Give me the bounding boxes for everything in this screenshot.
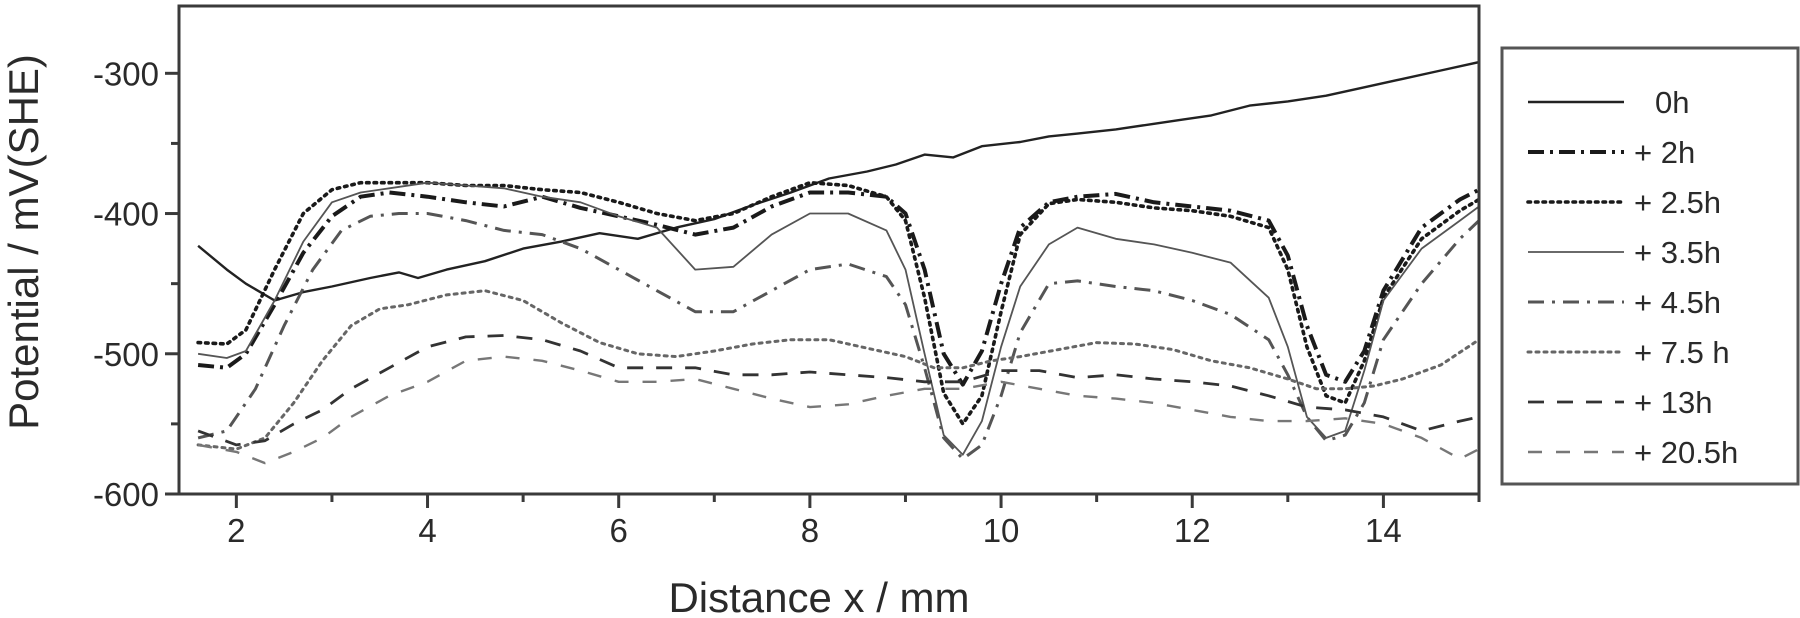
series-line-3 (197, 181, 1479, 456)
legend: 0h + 2h + 2.5h + 3.5h + 4.5h + 7.5 h + 13h + 20… (1500, 46, 1800, 486)
series-line-7 (197, 355, 1479, 465)
y-tick-label: -300 (93, 55, 159, 92)
y-tick-label: -600 (93, 476, 159, 513)
legend-label: + 20.5h (1634, 435, 1738, 470)
legend-label: + 7.5 h (1634, 335, 1730, 370)
legend-item: + 4.5h (1528, 285, 1721, 320)
legend-items: 0h + 2h + 2.5h + 3.5h + 4.5h + 7.5 h + 13h + 20… (1526, 85, 1738, 470)
x-tick-label: 8 (801, 512, 819, 549)
legend-item: + 7.5 h (1526, 335, 1730, 370)
series-line-1 (197, 187, 1479, 387)
plot-series (196, 60, 1479, 465)
series-line-0 (197, 60, 1479, 302)
series-line-6 (197, 334, 1479, 447)
series-line-5 (196, 289, 1479, 451)
series-line-2 (196, 180, 1479, 426)
legend-label: + 4.5h (1634, 285, 1721, 320)
y-tick-label: -400 (93, 196, 159, 233)
legend-item: + 2h (1528, 135, 1695, 170)
x-axis: 2 4 6 8 10 12 14 (227, 494, 1481, 549)
legend-item: + 13h (1528, 385, 1712, 420)
x-tick-label: 14 (1365, 512, 1402, 549)
x-tick-label: 12 (1174, 512, 1211, 549)
legend-label: + 2h (1634, 135, 1695, 170)
y-tick-label: -500 (93, 336, 159, 373)
plot-frame (177, 4, 1481, 496)
x-tick-label: 2 (227, 512, 245, 549)
x-tick-label: 10 (983, 512, 1020, 549)
legend-label: + 3.5h (1634, 235, 1721, 270)
legend-label: 0h (1655, 85, 1689, 120)
legend-item: + 3.5h (1528, 235, 1721, 270)
legend-item: 0h (1528, 85, 1689, 120)
legend-label: + 2.5h (1634, 185, 1721, 220)
legend-frame (1500, 46, 1800, 486)
legend-item: + 2.5h (1526, 185, 1721, 220)
legend-item: + 20.5h (1528, 435, 1738, 470)
legend-label: + 13h (1634, 385, 1712, 420)
x-tick-label: 6 (610, 512, 628, 549)
y-axis-title: Potential / mV(SHE) (0, 54, 47, 430)
x-tick-label: 4 (418, 512, 436, 549)
series-line-4 (197, 212, 1479, 461)
x-axis-title: Distance x / mm (668, 574, 969, 618)
y-axis: -300 -400 -500 -600 (93, 55, 179, 513)
